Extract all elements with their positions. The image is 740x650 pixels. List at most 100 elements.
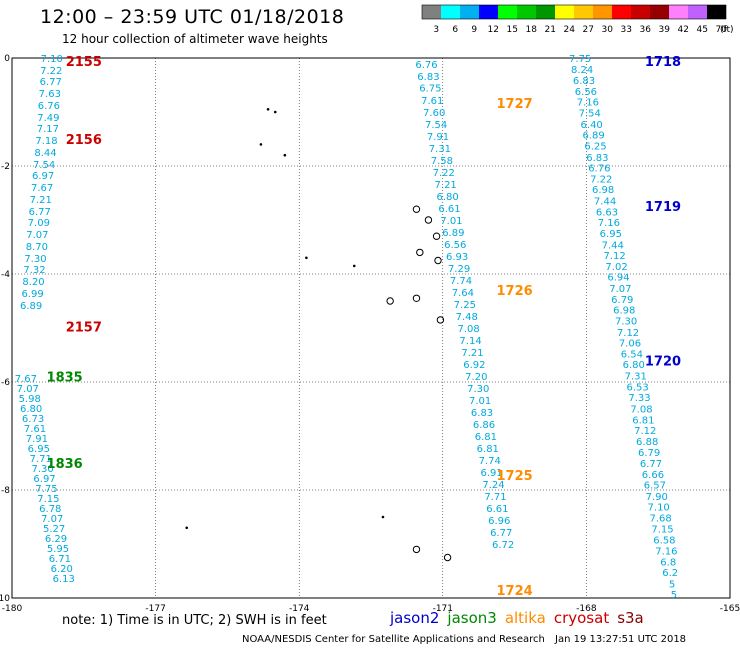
island-dot [305,256,308,260]
island-dot [381,515,385,519]
wave-height-value: 7.67 [15,374,37,385]
wave-height-value: 5 [671,590,677,601]
colorbar-frame [421,4,727,20]
wave-height-value: 6.40 [581,120,603,131]
footer-note: note: 1) Time is in UTC; 2) SWH is in fe… [62,613,327,628]
wave-height-value: 7.21 [461,348,483,359]
pass-time-label: 1718 [645,55,681,70]
wave-height-value: 7.74 [479,456,501,467]
wave-height-value: 6.13 [53,574,75,585]
wave-height-value: 7.16 [598,218,620,229]
wave-height-value: 6.83 [471,408,493,419]
chart-title: 12:00 – 23:59 UTC 01/18/2018 [40,6,345,28]
island-outline [432,232,441,240]
wave-height-value: 6.80 [623,360,645,371]
wave-height-value: 6.93 [446,252,468,263]
wave-height-value: 7.29 [448,264,470,275]
colorbar-swatch [555,5,574,19]
wave-height-value: 7.61 [24,424,46,435]
wave-height-value: 7.31 [625,372,647,383]
wave-height-value: 6.2 [662,568,678,579]
colorbar-tick-label: 9 [471,25,477,35]
chart-subtitle: 12 hour collection of altimeter wave hei… [62,32,328,46]
wave-height-value: 7.60 [423,108,445,119]
wave-height-value: 7.74 [450,276,472,287]
colorbar-swatch [650,5,669,19]
pass-time-label: 2156 [66,133,102,148]
wave-height-value: 6.76 [38,101,60,112]
island-dot [266,108,270,111]
x-tick-label: -168 [576,604,597,614]
colorbar-tick-label: 18 [526,25,538,35]
pass-time-label: 2157 [66,320,102,335]
wave-height-value: 7.14 [459,336,481,347]
colorbar-tick-label: 45 [697,25,708,35]
pass-time-label: 1836 [47,457,83,472]
colorbar-swatch [574,5,593,19]
colorbar-swatch [460,5,479,19]
wave-height-value: 7.12 [617,328,639,339]
colorbar-swatch [536,5,555,19]
colorbar-tick-label: 6 [452,25,458,35]
wave-height-value: 6.54 [621,349,643,360]
wave-height-value: 7.71 [30,454,52,465]
wave-height-value: 7.54 [33,160,55,171]
wave-height-value: 6.81 [632,415,654,426]
satellite-legend: jason2 jason3 altika cryosat s3a [390,609,652,627]
wave-height-value: 7.01 [469,396,491,407]
wave-height-value: 6.63 [596,207,618,218]
wave-height-value: 6.97 [32,171,54,182]
wave-height-value: 7.10 [41,54,63,65]
wave-height-value: 5.95 [47,544,69,555]
wave-height-value: 6.80 [20,404,42,415]
colorbar-tick-label: 27 [583,25,594,35]
wave-height-value: 7.54 [425,120,447,131]
colorbar-swatch [498,5,517,19]
wave-height-value: 7.61 [421,96,443,107]
credit-line: NOAA/NESDIS Center for Satellite Applica… [242,634,545,645]
wave-height-value: 7.10 [648,503,670,514]
x-tick-label: -177 [145,604,165,614]
map-grid [11,57,731,599]
island-outline [424,216,433,224]
colorbar-swatch [422,5,441,19]
wave-height-value: 6.25 [584,141,606,152]
wave-height-value: 7.30 [467,384,489,395]
island-outlines [185,108,452,562]
wave-height-value: 7.22 [433,168,455,179]
island-dot [259,143,263,146]
island-outline [386,297,394,305]
colorbar-unit-label: (ft) [720,25,734,35]
wave-height-value: 7.75 [35,484,57,495]
island-dot [185,526,189,530]
island-outline [416,248,424,257]
colorbar-tick-label: 24 [564,25,576,35]
wave-height-value: 7.08 [630,404,652,415]
island-outline [443,553,452,562]
wave-height-value: 7.22 [590,174,612,185]
island-outline [434,256,442,265]
pass-time-label: 1726 [497,284,533,299]
wave-height-value: 8.70 [26,242,48,253]
y-tick-label: -4 [1,270,10,280]
wave-height-value: 6.57 [644,481,666,492]
y-tick-label: 0 [4,54,10,64]
colorbar-swatch [688,5,707,19]
wave-height-value: 6.72 [492,540,514,551]
wave-height-value: 6.81 [477,444,499,455]
wave-height-value: 6.66 [642,470,664,481]
wave-height-value: 7.17 [37,124,59,135]
wave-height-value: 6.75 [419,84,441,95]
wave-height-value: 7.16 [577,98,599,109]
wave-height-value: 7.44 [602,240,624,251]
wave-height-value: 5.98 [19,394,41,405]
wave-height-value: 6.56 [444,240,466,251]
colorbar-tick-label: 70 [716,25,728,35]
wave-height-value: 6.89 [442,228,464,239]
colorbar-swatch [517,5,536,19]
wave-height-value: 7.07 [26,230,48,241]
wave-height-value: 6.29 [45,534,67,545]
wave-height-value: 6.98 [592,185,614,196]
wave-height-value: 8.44 [34,148,56,159]
